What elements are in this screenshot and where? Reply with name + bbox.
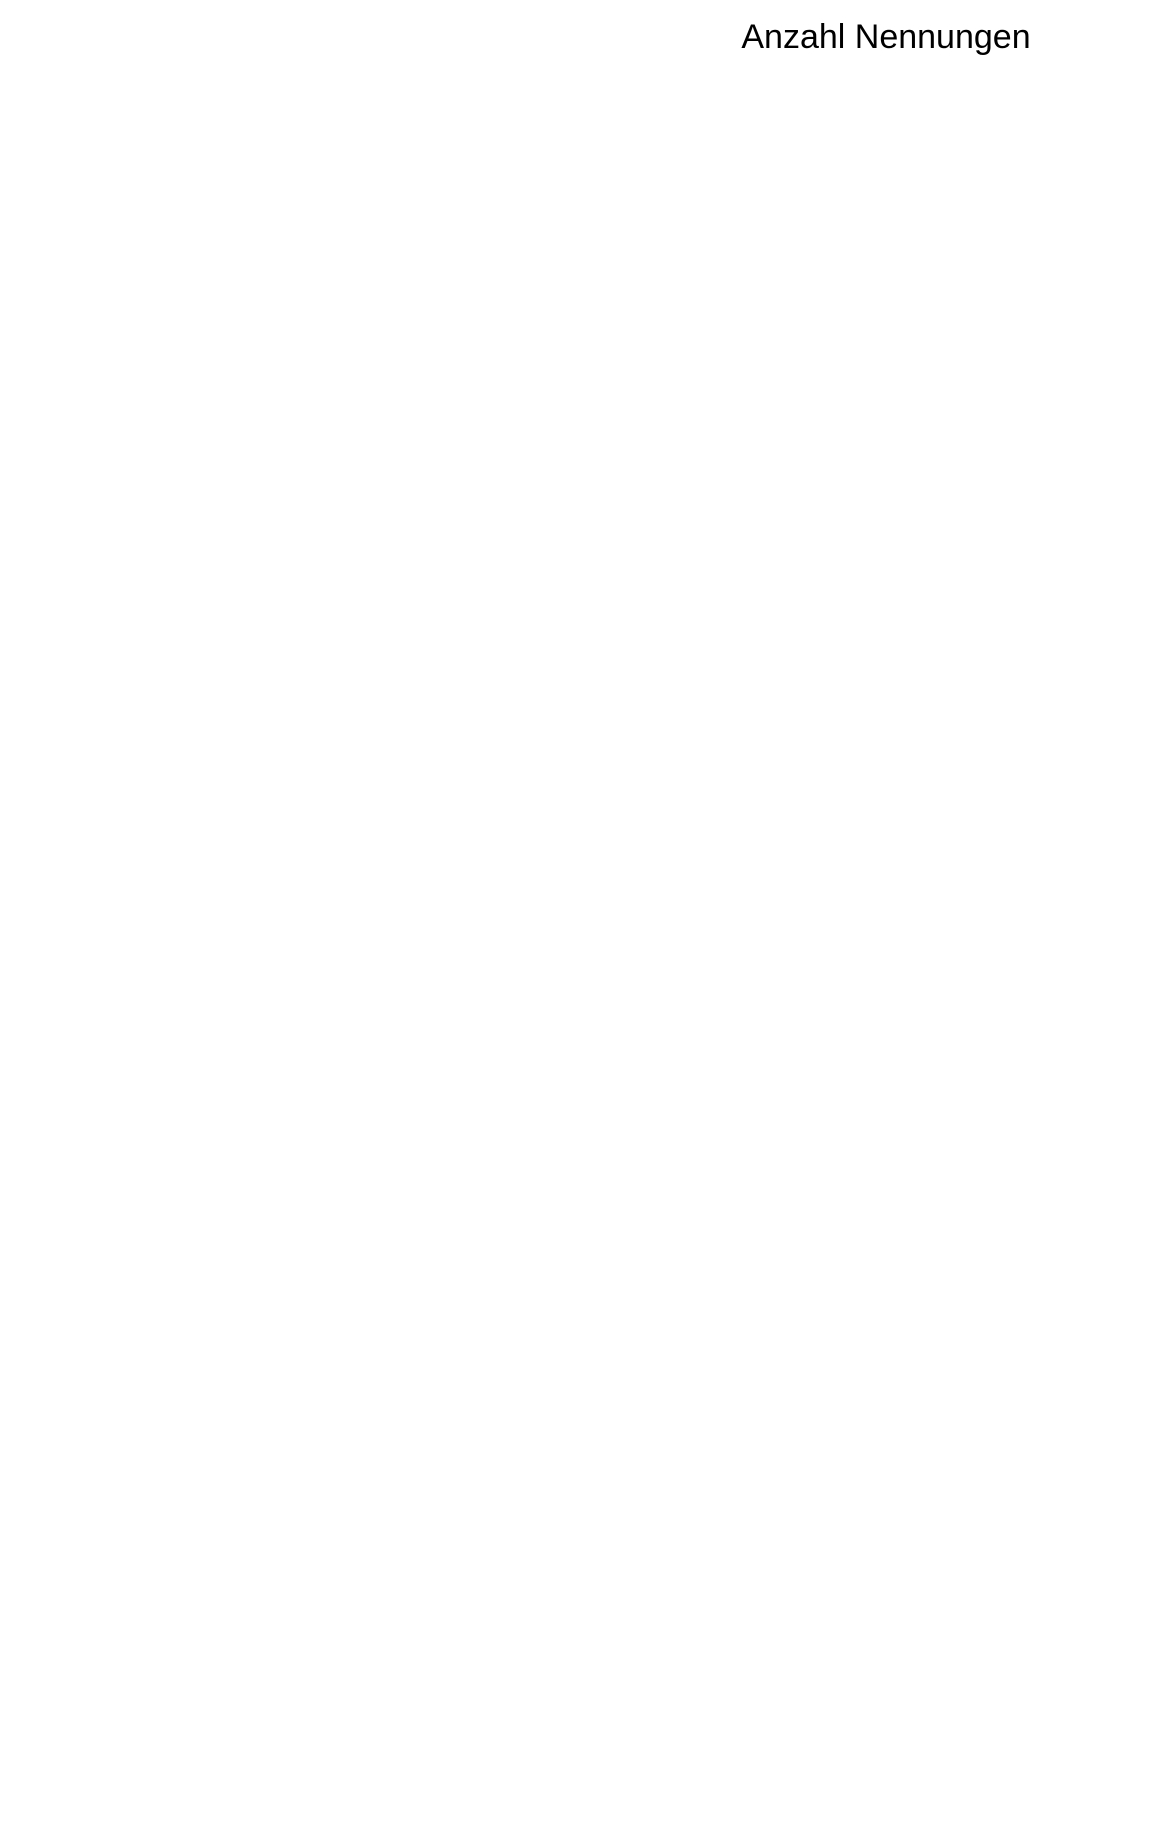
value-axis-title: Anzahl Nennungen [741,18,1030,56]
